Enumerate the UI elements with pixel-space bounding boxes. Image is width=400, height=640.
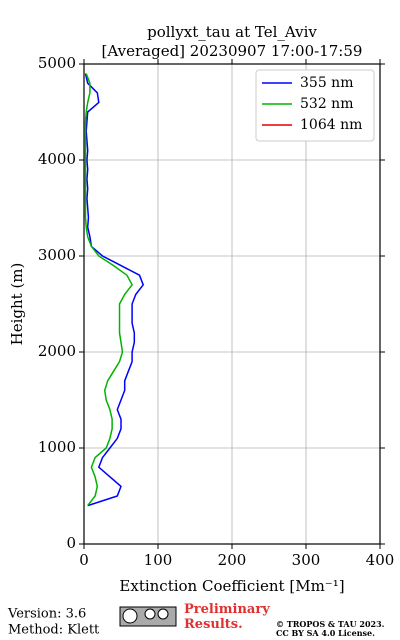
y-tick-label: 4000 <box>38 150 76 168</box>
sa-circle <box>157 608 169 620</box>
y-tick-label: 3000 <box>38 246 76 264</box>
preliminary-box: Preliminary Results. <box>184 602 270 632</box>
preliminary: Preliminary Results. <box>184 602 270 632</box>
profile-line <box>84 73 133 507</box>
version: Version: 3.6 <box>7 607 86 622</box>
x-tick-label: 400 <box>366 551 395 569</box>
copyright: © TROPOS & TAU 2023. <box>276 619 385 629</box>
plot-frame <box>83 63 381 545</box>
method: Method: Klett <box>8 623 100 638</box>
x-tick-label: 300 <box>292 551 321 569</box>
y-tick-label: 2000 <box>38 342 76 360</box>
legend-label: 355 nm <box>300 75 353 91</box>
x-axis-label: Extinction Coefficient [Mm⁻¹] <box>119 577 344 595</box>
by-circle <box>144 608 156 620</box>
x-tick-label: 0 <box>79 551 89 569</box>
y-tick-label: 5000 <box>38 54 76 72</box>
x-tick-label: 100 <box>144 551 173 569</box>
cc-icon <box>119 606 177 627</box>
legend-box <box>255 69 375 142</box>
cc-circle <box>122 608 138 624</box>
chart-title: pollyxt_tau at Tel_Aviv <box>147 23 317 41</box>
profile-line <box>84 73 145 507</box>
chart-subtitle: [Averaged] 20230907 17:00-17:59 <box>102 42 363 60</box>
y-tick-label: 1000 <box>38 438 76 456</box>
legend-label: 532 nm <box>300 96 353 112</box>
y-axis-label: Height (m) <box>8 263 26 346</box>
x-tick-label: 200 <box>218 551 247 569</box>
legend-label: 1064 nm <box>300 117 362 133</box>
license: CC BY SA 4.0 License. <box>276 628 375 638</box>
y-tick-label: 0 <box>66 534 76 552</box>
